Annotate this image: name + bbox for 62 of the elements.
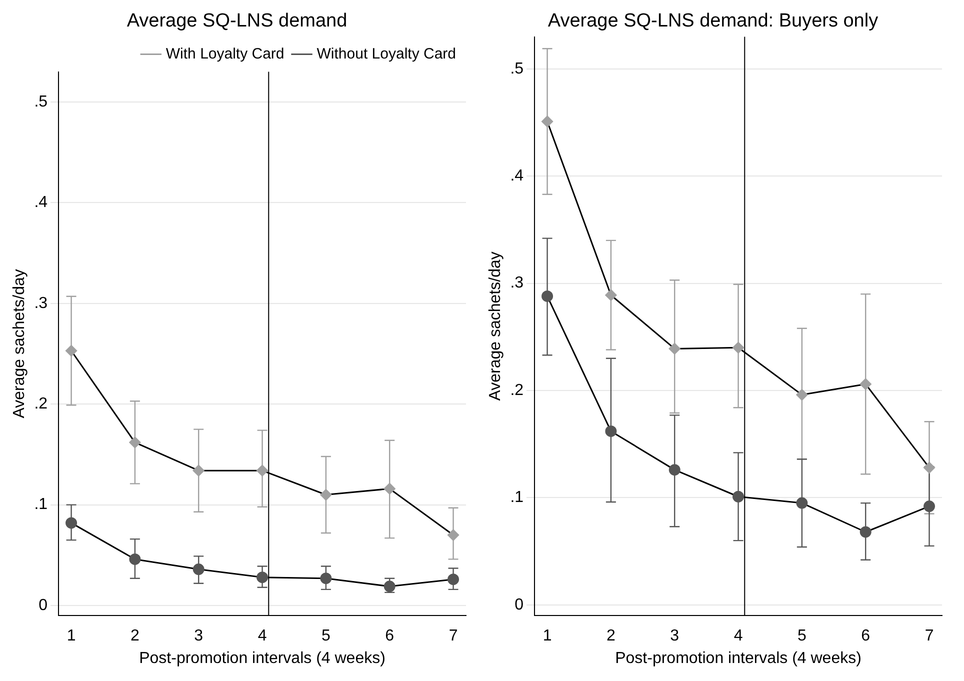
- point: [448, 529, 460, 541]
- x-tick-label: 6: [385, 628, 394, 645]
- y-tick-label: .3: [510, 274, 524, 292]
- x-tick-label: 1: [542, 628, 552, 645]
- legend-label: With Loyalty Card: [166, 45, 284, 62]
- x-axis-title: Post-promotion intervals (4 weeks): [139, 650, 386, 667]
- point: [542, 290, 554, 302]
- y-axis-title: Average sachets/day: [487, 252, 504, 401]
- point: [605, 425, 617, 437]
- y-tick-label: .5: [34, 93, 48, 110]
- point: [796, 497, 808, 509]
- point: [732, 490, 744, 502]
- x-tick-label: 7: [924, 628, 934, 645]
- point: [256, 572, 268, 584]
- x-tick-label: 5: [321, 628, 330, 645]
- y-axis-title: Average sachets/day: [11, 269, 28, 418]
- point: [732, 342, 744, 354]
- point: [860, 378, 872, 390]
- y-tick-label: .4: [510, 168, 524, 185]
- y-tick-label: 0: [514, 596, 524, 614]
- point: [542, 116, 554, 128]
- legend-label: Without Loyalty Card: [316, 45, 456, 62]
- point: [668, 342, 680, 354]
- y-tick-label: .2: [510, 382, 524, 399]
- y-tick-label: .4: [34, 194, 48, 212]
- x-tick-label: 6: [861, 628, 870, 645]
- point: [924, 462, 936, 474]
- point: [66, 345, 78, 356]
- point: [796, 389, 808, 401]
- x-tick-label: 5: [797, 628, 806, 645]
- point: [320, 572, 332, 584]
- x-tick-label: 1: [66, 628, 76, 645]
- y-tick-label: .1: [34, 496, 48, 514]
- point: [605, 289, 617, 301]
- point: [384, 580, 396, 592]
- x-tick-label: 7: [448, 628, 458, 645]
- chart-title: Average SQ-LNS demand: [126, 10, 348, 32]
- point: [448, 574, 460, 586]
- y-tick-label: .1: [510, 489, 524, 506]
- x-tick-label: 2: [130, 628, 140, 645]
- point: [192, 464, 204, 476]
- x-tick-label: 2: [606, 628, 616, 645]
- y-tick-label: 0: [38, 596, 48, 614]
- y-tick-label: .3: [34, 294, 48, 312]
- point: [860, 526, 872, 538]
- point: [256, 464, 268, 476]
- point: [320, 489, 332, 501]
- x-axis-title: Post-promotion intervals (4 weeks): [615, 650, 862, 667]
- chart-title: Average SQ-LNS demand: Buyers only: [548, 10, 879, 32]
- point: [924, 500, 936, 512]
- point: [384, 482, 396, 494]
- x-tick-label: 3: [670, 628, 680, 645]
- x-tick-label: 4: [258, 628, 267, 645]
- x-tick-label: 3: [194, 628, 204, 645]
- point: [129, 436, 141, 448]
- y-tick-label: .5: [510, 60, 524, 78]
- point: [192, 564, 204, 576]
- point: [66, 517, 78, 529]
- y-tick-label: .2: [34, 396, 48, 413]
- point: [668, 464, 680, 476]
- x-tick-label: 4: [734, 628, 743, 645]
- point: [129, 553, 141, 565]
